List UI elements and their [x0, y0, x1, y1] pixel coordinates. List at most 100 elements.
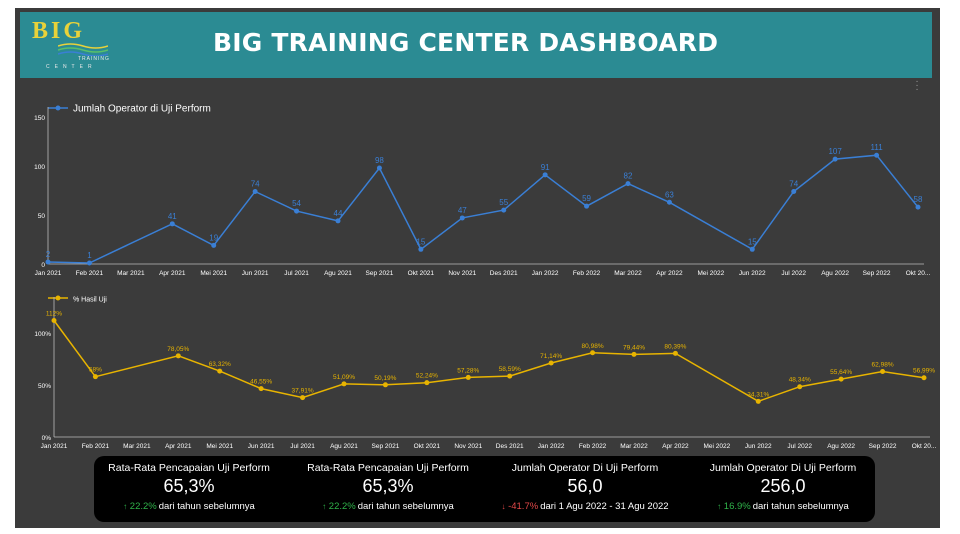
x-tick-label: Feb 2022 [579, 443, 607, 450]
x-tick-label: Mei 2021 [200, 270, 227, 277]
legend-marker [55, 295, 61, 301]
x-tick-label: Des 2021 [496, 443, 524, 450]
data-point [791, 188, 797, 194]
x-tick-label: Mei 2021 [206, 443, 233, 450]
x-tick-label: Sep 2022 [869, 443, 897, 450]
data-label: 57,28% [457, 367, 479, 374]
x-tick-label: Okt 20... [906, 270, 931, 277]
data-point [51, 318, 57, 324]
data-label: 58 [914, 195, 923, 204]
x-tick-label: Agu 2022 [827, 443, 855, 450]
data-label: 58,59% [499, 366, 521, 373]
x-tick-label: Nov 2021 [454, 443, 482, 450]
test-result-chart: % Hasil Uji 0% 50% 100% Jan 2021 Feb 2021 Mar … [34, 295, 937, 450]
data-label: 107 [828, 147, 842, 156]
data-label: 19 [209, 233, 218, 242]
kpi-card-avg-achievement: Rata-Rata Pencapaian Uji Perform 65,3% ↑… [94, 462, 284, 512]
logo-subtext-center: CENTER [46, 64, 97, 70]
data-point [418, 246, 424, 252]
series-line [53, 320, 925, 403]
company-logo: BIG TRAINING CENTER [28, 16, 116, 74]
kpi-card-avg-achievement-2: Rata-Rata Pencapaian Uji Perform 65,3% ↑… [293, 462, 483, 512]
kpi-comparison: ↑ 22.2% dari tahun sebelumnya [94, 501, 284, 512]
kpi-card-operator-count-month: Jumlah Operator Di Uji Perform 56,0 ↓ -4… [490, 462, 680, 512]
series-line [47, 154, 919, 264]
data-point [92, 374, 98, 380]
y-tick-label: 150 [34, 115, 45, 122]
x-tick-label: Jul 2022 [781, 270, 806, 277]
more-vert-icon[interactable]: · · · [915, 76, 919, 95]
data-label: 74 [789, 179, 798, 188]
kpi-panel: Rata-Rata Pencapaian Uji Perform 65,3% ↑… [94, 456, 875, 522]
dashboard-canvas [15, 8, 940, 528]
kpi-compare-text: dari tahun sebelumnya [158, 501, 255, 512]
x-tick-label: Jul 2021 [290, 443, 315, 450]
data-point [424, 380, 430, 386]
kpi-change: -41.7% [508, 501, 539, 512]
x-tick-label: Jul 2021 [284, 270, 309, 277]
data-point [749, 246, 755, 252]
y-tick-label: 50 [38, 213, 46, 220]
data-label: 55,64% [830, 369, 852, 376]
data-point [838, 376, 844, 382]
x-tick-label: Jun 2022 [745, 443, 772, 450]
legend-label: % Hasil Uji [73, 297, 107, 304]
kpi-comparison: ↓ -41.7% dari 1 Agu 2022 - 31 Agu 2022 [490, 501, 680, 512]
data-point [294, 208, 300, 214]
kpi-label: Rata-Rata Pencapaian Uji Perform [108, 462, 270, 474]
kpi-compare-text: dari tahun sebelumnya [357, 501, 454, 512]
data-label: 59 [582, 194, 591, 203]
x-tick-label: Okt 20... [912, 443, 937, 450]
trend-down-icon: ↓ [501, 502, 506, 511]
x-tick-label: Mar 2022 [620, 443, 648, 450]
data-point [459, 215, 465, 221]
x-tick-label: Mar 2021 [117, 270, 145, 277]
data-label: 91 [541, 163, 550, 172]
kpi-value: 65,3% [362, 476, 414, 496]
data-point [921, 375, 927, 381]
x-tick-label: Agu 2022 [821, 270, 849, 277]
data-label: 15 [748, 237, 757, 246]
kpi-value: 256,0 [760, 476, 806, 496]
x-tick-label: Jan 2021 [35, 270, 62, 277]
data-point [542, 172, 548, 178]
x-tick-label: Feb 2021 [82, 443, 110, 450]
x-tick-label: Jun 2021 [242, 270, 269, 277]
x-tick-label: Sep 2021 [372, 443, 400, 450]
data-point [755, 398, 761, 404]
data-label: 98 [375, 156, 384, 165]
data-label: 55 [499, 198, 508, 207]
data-point [501, 207, 507, 213]
data-point [86, 260, 92, 266]
data-label: 51,09% [333, 374, 355, 381]
data-label: 52,24% [416, 373, 438, 380]
kpi-compare-text: dari tahun sebelumnya [752, 501, 849, 512]
kpi-label: Rata-Rata Pencapaian Uji Perform [307, 462, 469, 474]
legend-marker [55, 105, 61, 111]
x-tick-label: Feb 2022 [573, 270, 601, 277]
data-point [252, 188, 258, 194]
data-label: 63,32% [209, 361, 231, 368]
kpi-change: 22.2% [129, 501, 157, 512]
data-point [217, 368, 223, 374]
data-label: 54 [292, 199, 301, 208]
trend-up-icon: ↑ [717, 502, 722, 511]
data-label: 74 [251, 179, 260, 188]
data-point [341, 381, 347, 387]
chart-legend: Jumlah Operator di Uji Perform [48, 104, 211, 115]
kpi-label: Jumlah Operator Di Uji Perform [709, 462, 857, 474]
data-label: 15 [416, 237, 425, 246]
x-tick-label: Sep 2021 [366, 270, 394, 277]
data-point [590, 350, 596, 356]
data-point [169, 221, 175, 227]
data-label: 47 [458, 206, 467, 215]
data-label: 82 [624, 172, 633, 181]
logo-waves-icon [58, 43, 108, 56]
x-tick-label: Okt 2021 [414, 443, 441, 450]
data-label: 44 [334, 209, 343, 218]
data-point [175, 353, 181, 359]
x-tick-label: Mar 2022 [614, 270, 642, 277]
data-label: 78,05% [167, 346, 189, 353]
kpi-change: 22.2% [328, 501, 356, 512]
y-tick-label: 100% [34, 331, 51, 338]
